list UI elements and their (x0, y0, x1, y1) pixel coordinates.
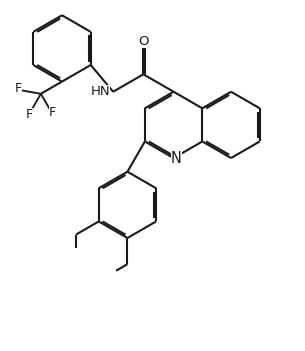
Text: F: F (15, 82, 22, 95)
Text: F: F (48, 106, 56, 119)
Text: O: O (138, 35, 149, 48)
Text: HN: HN (91, 85, 110, 98)
Text: F: F (26, 108, 33, 121)
Text: N: N (171, 151, 182, 166)
